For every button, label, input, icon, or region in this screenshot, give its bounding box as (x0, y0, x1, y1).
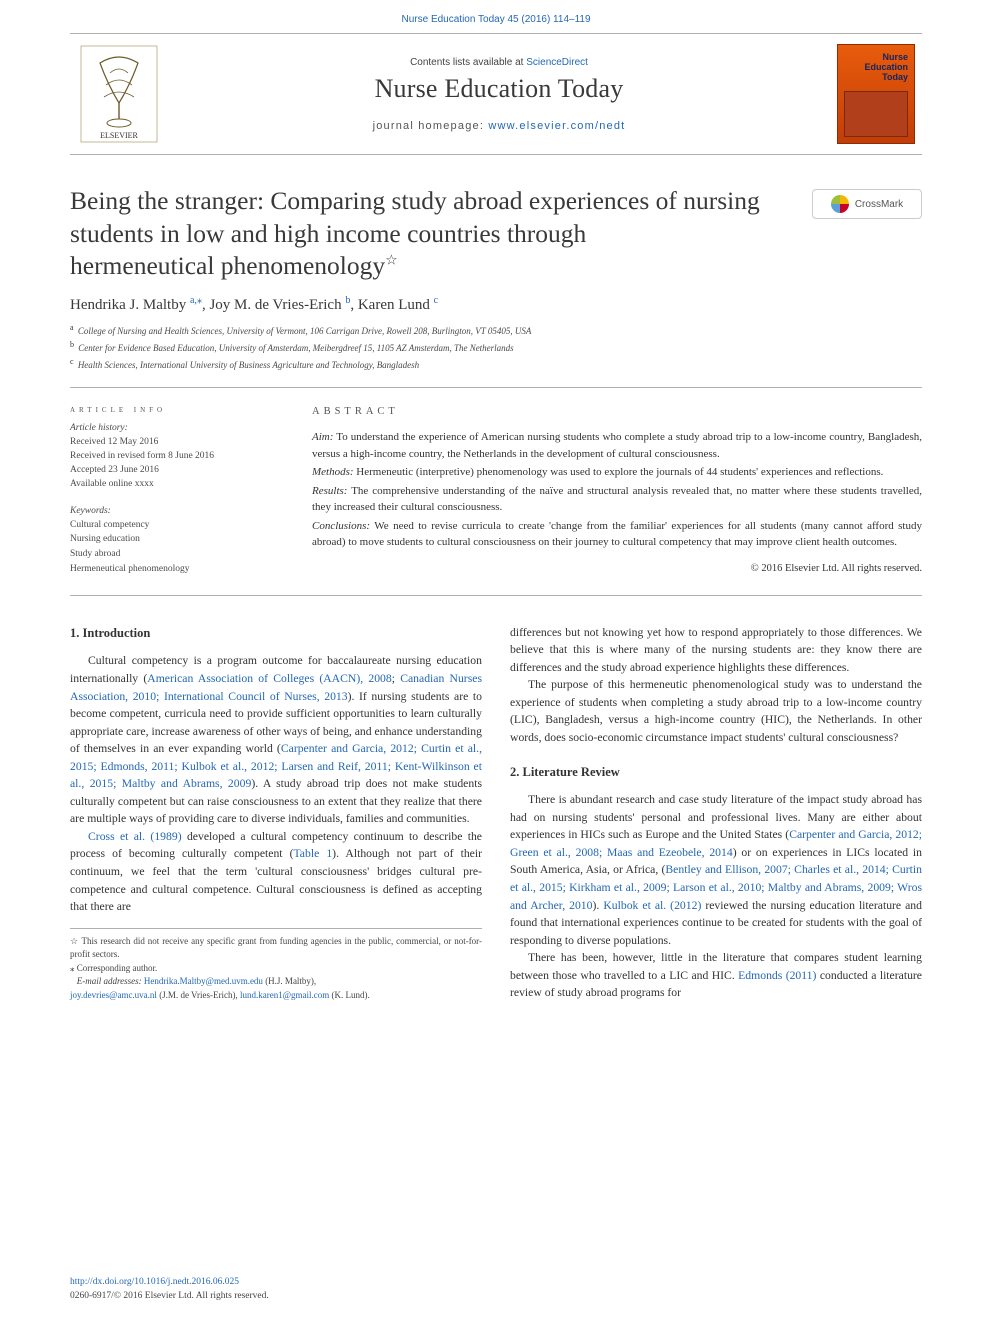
email-link-3[interactable]: lund.karen1@gmail.com (240, 990, 329, 1000)
cover-thumbnail: Nurse Education Today (837, 44, 915, 144)
history-heading: Article history: (70, 423, 288, 433)
footnote-emails: E-mail addresses: Hendrika.Maltby@med.uv… (70, 975, 482, 1002)
section-1-para-2-cont: differences but not knowing yet how to r… (510, 624, 922, 677)
affiliation-c: Health Sciences, International Universit… (78, 360, 419, 370)
section-1-para-1: Cultural competency is a program outcome… (70, 652, 482, 827)
cover-word-3: Today (864, 73, 908, 83)
section-1-heading: 1. Introduction (70, 624, 482, 643)
keyword-3: Study abroad (70, 547, 288, 562)
contents-prefix: Contents lists available at (410, 57, 526, 68)
abstract-results-label: Results: (312, 485, 347, 497)
abstract-results: The comprehensive understanding of the n… (312, 485, 922, 514)
author-2: Joy M. de Vries-Erich (209, 297, 345, 313)
doi-link[interactable]: http://dx.doi.org/10.1016/j.nedt.2016.06… (70, 1277, 239, 1287)
abstract-conclusions-label: Conclusions: (312, 520, 370, 532)
citation-link[interactable]: Cross et al. (1989) (88, 830, 182, 843)
title-line-1: Being the stranger: Comparing study abro… (70, 186, 760, 215)
footnote-grant: ☆ This research did not receive any spec… (70, 935, 482, 962)
citation-link[interactable]: American Association of Colleges (AACN),… (147, 672, 391, 685)
abstract-methods: Hermeneutic (interpretive) phenomenology… (354, 466, 884, 478)
footnotes: ☆ This research did not receive any spec… (70, 928, 482, 1003)
author-3-affil[interactable]: c (434, 295, 438, 306)
keyword-2: Nursing education (70, 532, 288, 547)
article-info-heading: article info (70, 404, 288, 415)
article-title: Being the stranger: Comparing study abro… (70, 185, 790, 283)
section-2-para-1: There is abundant research and case stud… (510, 791, 922, 949)
author-3: Karen Lund (358, 297, 434, 313)
header-citation: Nurse Education Today 45 (2016) 114–119 (0, 0, 992, 25)
history-online: Available online xxxx (70, 477, 288, 491)
section-1-para-3: The purpose of this hermeneutic phenomen… (510, 676, 922, 746)
crossmark-label: CrossMark (855, 199, 903, 210)
author-1-affil[interactable]: a, (190, 295, 197, 306)
abstract-conclusions: We need to revise curricula to create 'c… (312, 520, 922, 549)
table-link[interactable]: Table 1 (293, 847, 332, 860)
keywords-heading: Keywords: (70, 506, 288, 516)
history-received: Received 12 May 2016 (70, 435, 288, 449)
abstract-aim-label: Aim: (312, 431, 333, 443)
article-info: article info Article history: Received 1… (70, 404, 288, 577)
author-list: Hendrika J. Maltby a,⁎, Joy M. de Vries-… (70, 295, 922, 314)
body-columns: 1. Introduction Cultural competency is a… (70, 624, 922, 1002)
sciencedirect-link[interactable]: ScienceDirect (526, 57, 588, 68)
affiliation-b: Center for Evidence Based Education, Uni… (78, 343, 513, 353)
author-1: Hendrika J. Maltby (70, 297, 190, 313)
title-line-2: students in low and high income countrie… (70, 219, 586, 248)
title-footnote-star: ☆ (385, 254, 398, 269)
crossmark-badge[interactable]: CrossMark (812, 189, 922, 219)
svg-text:ELSEVIER: ELSEVIER (100, 131, 138, 140)
title-block: Being the stranger: Comparing study abro… (70, 185, 922, 283)
abstract-heading: abstract (312, 404, 922, 420)
section-1-para-2: Cross et al. (1989) developed a cultural… (70, 828, 482, 916)
issn-copyright: 0260-6917/© 2016 Elsevier Ltd. All right… (70, 1291, 269, 1301)
emails-label: E-mail addresses: (77, 976, 144, 986)
journal-header: ELSEVIER Contents lists available at Sci… (70, 33, 922, 155)
citation-link[interactable]: Kulbok et al. (2012) (603, 899, 701, 912)
page-footer: http://dx.doi.org/10.1016/j.nedt.2016.06… (70, 1276, 269, 1303)
abstract-aim: To understand the experience of American… (312, 431, 922, 460)
history-revised: Received in revised form 8 June 2016 (70, 449, 288, 463)
abstract-methods-label: Methods: (312, 466, 354, 478)
meta-row: article info Article history: Received 1… (70, 388, 922, 596)
journal-name: Nurse Education Today (375, 74, 624, 104)
contents-line: Contents lists available at ScienceDirec… (410, 57, 588, 68)
citation-link[interactable]: Nurse Education Today 45 (2016) 114–119 (401, 14, 590, 25)
crossmark-icon (831, 195, 849, 213)
homepage-line: journal homepage: www.elsevier.com/nedt (373, 120, 626, 132)
email-link-2[interactable]: joy.devries@amc.uva.nl (70, 990, 157, 1000)
section-2-heading: 2. Literature Review (510, 763, 922, 782)
abstract-block: abstract Aim: To understand the experien… (312, 404, 922, 577)
affiliations: a College of Nursing and Health Sciences… (70, 322, 922, 373)
journal-cover: Nurse Education Today (830, 34, 922, 154)
abstract-copyright: © 2016 Elsevier Ltd. All rights reserved… (312, 561, 922, 577)
author-sep-2: , (350, 297, 358, 313)
keyword-1: Cultural competency (70, 518, 288, 533)
citation-link[interactable]: Edmonds (2011) (738, 969, 816, 982)
title-line-3: hermeneutical phenomenology (70, 251, 385, 280)
history-accepted: Accepted 23 June 2016 (70, 463, 288, 477)
section-2-para-2: There has been, however, little in the l… (510, 949, 922, 1002)
header-center: Contents lists available at ScienceDirec… (168, 34, 830, 154)
affiliation-a: College of Nursing and Health Sciences, … (78, 326, 532, 336)
footnote-corresponding: ⁎ Corresponding author. (70, 962, 482, 976)
keyword-4: Hermeneutical phenomenology (70, 562, 288, 577)
homepage-link[interactable]: www.elsevier.com/nedt (488, 120, 625, 132)
homepage-prefix: journal homepage: (373, 120, 489, 132)
email-link-1[interactable]: Hendrika.Maltby@med.uvm.edu (144, 976, 263, 986)
elsevier-logo: ELSEVIER (70, 34, 168, 154)
